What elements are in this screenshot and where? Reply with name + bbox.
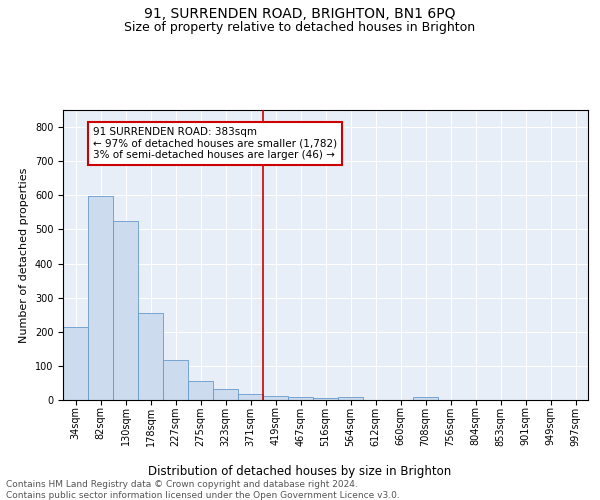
Bar <box>338 398 363 400</box>
Bar <box>88 196 113 400</box>
Bar <box>288 398 313 400</box>
Text: 91 SURRENDEN ROAD: 383sqm
← 97% of detached houses are smaller (1,782)
3% of sem: 91 SURRENDEN ROAD: 383sqm ← 97% of detac… <box>93 127 337 160</box>
Text: Contains HM Land Registry data © Crown copyright and database right 2024.
Contai: Contains HM Land Registry data © Crown c… <box>6 480 400 500</box>
Text: Size of property relative to detached houses in Brighton: Size of property relative to detached ho… <box>124 22 476 35</box>
Bar <box>138 312 163 400</box>
Bar <box>163 360 188 400</box>
Text: Distribution of detached houses by size in Brighton: Distribution of detached houses by size … <box>148 464 452 477</box>
Bar <box>238 394 263 400</box>
Text: 91, SURRENDEN ROAD, BRIGHTON, BN1 6PQ: 91, SURRENDEN ROAD, BRIGHTON, BN1 6PQ <box>144 8 456 22</box>
Bar <box>63 328 88 400</box>
Y-axis label: Number of detached properties: Number of detached properties <box>19 168 29 342</box>
Bar <box>113 221 138 400</box>
Bar <box>263 396 288 400</box>
Bar <box>313 398 338 400</box>
Bar <box>188 381 213 400</box>
Bar <box>213 390 238 400</box>
Bar <box>413 398 438 400</box>
